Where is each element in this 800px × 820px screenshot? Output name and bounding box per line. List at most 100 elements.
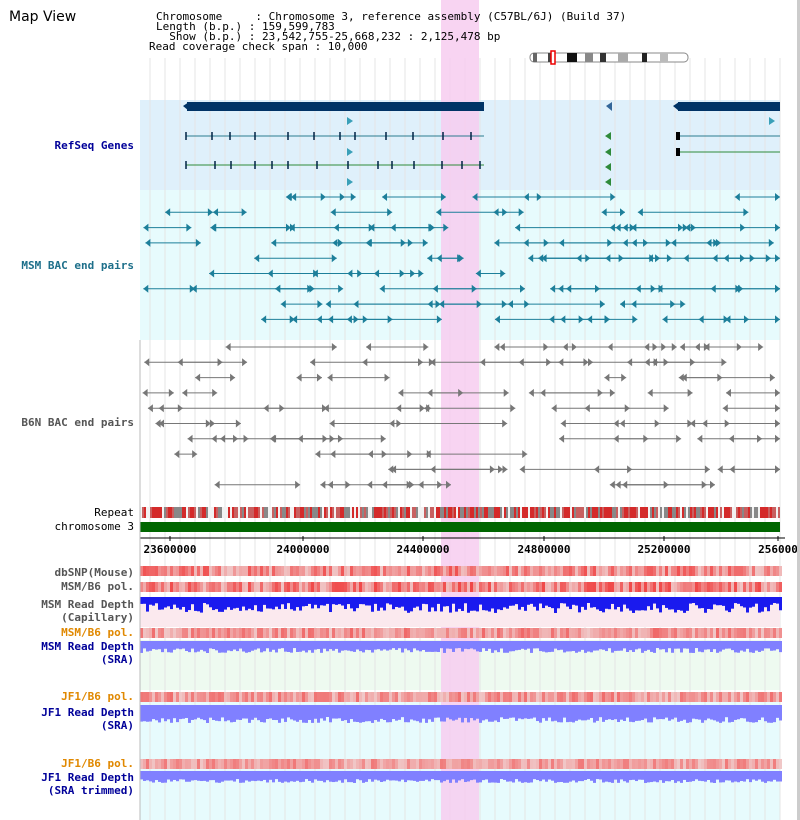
read-depth-bin bbox=[626, 597, 629, 609]
repeat-segment bbox=[776, 507, 778, 518]
read-depth-bin bbox=[518, 641, 521, 650]
repeat-segment bbox=[254, 507, 256, 518]
read-depth-bin bbox=[563, 597, 566, 604]
polymorphism-bin bbox=[419, 759, 422, 769]
track-label-refseq[interactable]: RefSeq Genes bbox=[54, 139, 134, 152]
repeat-segment bbox=[652, 507, 654, 518]
read-depth-bin bbox=[698, 705, 701, 720]
read-depth-bin bbox=[755, 771, 758, 781]
read-depth-bin bbox=[164, 705, 167, 722]
read-depth-bin bbox=[191, 641, 194, 649]
read-depth-bin bbox=[776, 771, 779, 782]
read-depth-bin bbox=[455, 597, 458, 612]
read-depth-bin bbox=[422, 705, 425, 719]
track-label-repeat[interactable]: Repeat bbox=[94, 506, 134, 519]
polymorphism-bin bbox=[506, 759, 509, 769]
polymorphism-bin bbox=[614, 582, 617, 592]
read-depth-bin bbox=[320, 705, 323, 719]
polymorphism-bin bbox=[671, 582, 674, 592]
track-label-chromosome[interactable]: chromosome 3 bbox=[54, 520, 134, 533]
track-label-jf1-b6-pol-trim[interactable]: JF1/B6 pol. bbox=[61, 757, 134, 770]
polymorphism-bin bbox=[599, 692, 602, 702]
polymorphism-bin bbox=[251, 759, 254, 769]
track-label-jf1-b6-pol[interactable]: JF1/B6 pol. bbox=[61, 690, 134, 703]
read-depth-bin bbox=[581, 705, 584, 721]
read-depth-bin bbox=[374, 641, 377, 650]
track-label-dbsnp[interactable]: dbSNP(Mouse) bbox=[54, 566, 134, 579]
read-depth-bin bbox=[341, 597, 344, 606]
read-depth-bin bbox=[680, 771, 683, 783]
polymorphism-bin bbox=[281, 582, 284, 592]
polymorphism-bin bbox=[491, 566, 494, 576]
track-label-jf1-depth[interactable]: JF1 Read Depth bbox=[41, 706, 134, 719]
read-depth-bin bbox=[590, 705, 593, 718]
polymorphism-bin bbox=[701, 628, 704, 638]
repeat-segment bbox=[640, 507, 642, 518]
track-label-msm-b6-pol-sra[interactable]: MSM/B6 pol. bbox=[61, 626, 134, 639]
repeat-segment bbox=[576, 507, 578, 518]
bac-end-marker bbox=[683, 254, 689, 263]
read-depth-bin bbox=[293, 597, 296, 611]
repeat-segment bbox=[614, 507, 616, 518]
polymorphism-bin bbox=[740, 628, 743, 638]
polymorphism-bin bbox=[338, 628, 341, 638]
bac-end-marker bbox=[597, 388, 603, 397]
bac-end-marker bbox=[423, 343, 429, 351]
read-depth-bin bbox=[776, 641, 779, 650]
read-depth-bin bbox=[140, 771, 143, 780]
track-label-jf1-depth-trim[interactable]: JF1 Read Depth bbox=[41, 771, 134, 784]
polymorphism-bin bbox=[410, 582, 413, 592]
read-depth-bin bbox=[374, 705, 377, 721]
polymorphism-bin bbox=[602, 582, 605, 592]
bac-end-marker bbox=[235, 419, 241, 428]
bac-end-marker bbox=[663, 404, 669, 413]
track-label-msm-depth-sra[interactable]: MSM Read Depth bbox=[41, 640, 134, 653]
polymorphism-bin bbox=[515, 759, 518, 769]
track-label-msm-bac[interactable]: MSM BAC end pairs bbox=[21, 259, 134, 272]
repeat-segment bbox=[516, 507, 518, 518]
read-depth-bin bbox=[236, 771, 239, 780]
polymorphism-bin bbox=[233, 692, 236, 702]
polymorphism-bin bbox=[467, 628, 470, 638]
read-depth-bin bbox=[236, 641, 239, 652]
read-depth-bin bbox=[434, 705, 437, 718]
repeat-segment bbox=[288, 507, 290, 518]
polymorphism-bin bbox=[302, 582, 305, 592]
polymorphism-bin bbox=[365, 582, 368, 592]
polymorphism-bin bbox=[404, 628, 407, 638]
bac-end-marker bbox=[662, 315, 668, 324]
polymorphism-bin bbox=[263, 566, 266, 576]
polymorphism-bin bbox=[236, 566, 239, 576]
polymorphism-bin bbox=[512, 759, 515, 769]
repeat-segment bbox=[542, 507, 544, 518]
polymorphism-bin bbox=[470, 759, 473, 769]
polymorphism-bin bbox=[446, 566, 449, 576]
read-depth-bin bbox=[443, 597, 446, 607]
track-label-b6n-bac[interactable]: B6N BAC end pairs bbox=[21, 416, 134, 429]
repeat-segment bbox=[278, 507, 280, 518]
track-label-msm-b6-pol[interactable]: MSM/B6 pol. bbox=[61, 580, 134, 593]
polymorphism-bin bbox=[374, 566, 377, 576]
read-depth-bin bbox=[740, 705, 743, 719]
read-depth-bin bbox=[428, 597, 431, 612]
read-depth-bin bbox=[179, 597, 182, 610]
polymorphism-bin bbox=[368, 759, 371, 769]
polymorphism-bin bbox=[692, 582, 695, 592]
polymorphism-bin bbox=[275, 582, 278, 592]
read-depth-bin bbox=[635, 771, 638, 782]
repeat-segment bbox=[292, 507, 294, 518]
polymorphism-bin bbox=[497, 692, 500, 702]
read-depth-bin bbox=[407, 641, 410, 651]
polymorphism-bin bbox=[263, 692, 266, 702]
polymorphism-bin bbox=[236, 759, 239, 769]
polymorphism-bin bbox=[647, 759, 650, 769]
read-depth-bin bbox=[593, 771, 596, 783]
read-depth-bin bbox=[437, 771, 440, 781]
polymorphism-bin bbox=[422, 566, 425, 576]
repeat-segment bbox=[624, 507, 626, 518]
track-label-msm-depth-cap[interactable]: MSM Read Depth bbox=[41, 598, 134, 611]
bac-end-marker bbox=[168, 388, 174, 397]
gene-block bbox=[678, 102, 780, 111]
bac-end-marker bbox=[758, 343, 764, 351]
